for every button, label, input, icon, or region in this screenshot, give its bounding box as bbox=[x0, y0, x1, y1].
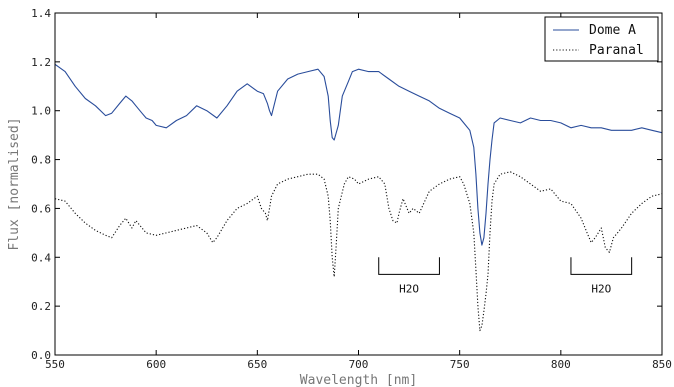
plot-frame bbox=[54, 12, 663, 356]
x-tick-label: 550 bbox=[45, 358, 65, 371]
y-tick-label: 1.0 bbox=[31, 105, 51, 118]
series-layer bbox=[54, 63, 663, 332]
legend-label: Dome A bbox=[589, 23, 636, 38]
y-tick-label: 0.4 bbox=[31, 251, 51, 264]
h2o-bracket bbox=[378, 257, 440, 275]
x-tick-label: 700 bbox=[349, 358, 369, 371]
legend: Dome A Paranal bbox=[544, 16, 659, 62]
y-axis-label: Flux [normalised] bbox=[7, 117, 22, 250]
legend-label: Paranal bbox=[589, 43, 644, 58]
y-tick-label: 0.6 bbox=[31, 202, 51, 215]
x-tick-label: 750 bbox=[450, 358, 470, 371]
h2o-annotation-label: H2O bbox=[399, 282, 419, 295]
y-tick-label: 0.2 bbox=[31, 300, 51, 313]
x-tick-label: 800 bbox=[551, 358, 571, 371]
x-tick-label: 650 bbox=[247, 358, 267, 371]
y-tick-label: 0.0 bbox=[31, 349, 51, 362]
x-tick-label: 600 bbox=[146, 358, 166, 371]
axis-ticks: 550 600 650 700 750 800 850 0.0 0.2 0.4 0.6 0.8 1.0 1… bbox=[31, 7, 672, 371]
h2o-bracket bbox=[570, 257, 633, 275]
legend-box bbox=[544, 16, 659, 62]
h2o-annotation-label: H2O bbox=[591, 282, 611, 295]
y-tick-label: 1.4 bbox=[31, 7, 51, 20]
annotation-layer: H2O H2O bbox=[378, 257, 633, 295]
y-tick-label: 0.8 bbox=[31, 154, 51, 167]
y-tick-label: 1.2 bbox=[31, 56, 51, 69]
x-axis-label: Wavelength [nm] bbox=[300, 373, 417, 387]
x-tick-label: 850 bbox=[652, 358, 672, 371]
series-line-dome-a bbox=[54, 63, 663, 246]
series-line-paranal bbox=[54, 171, 663, 332]
